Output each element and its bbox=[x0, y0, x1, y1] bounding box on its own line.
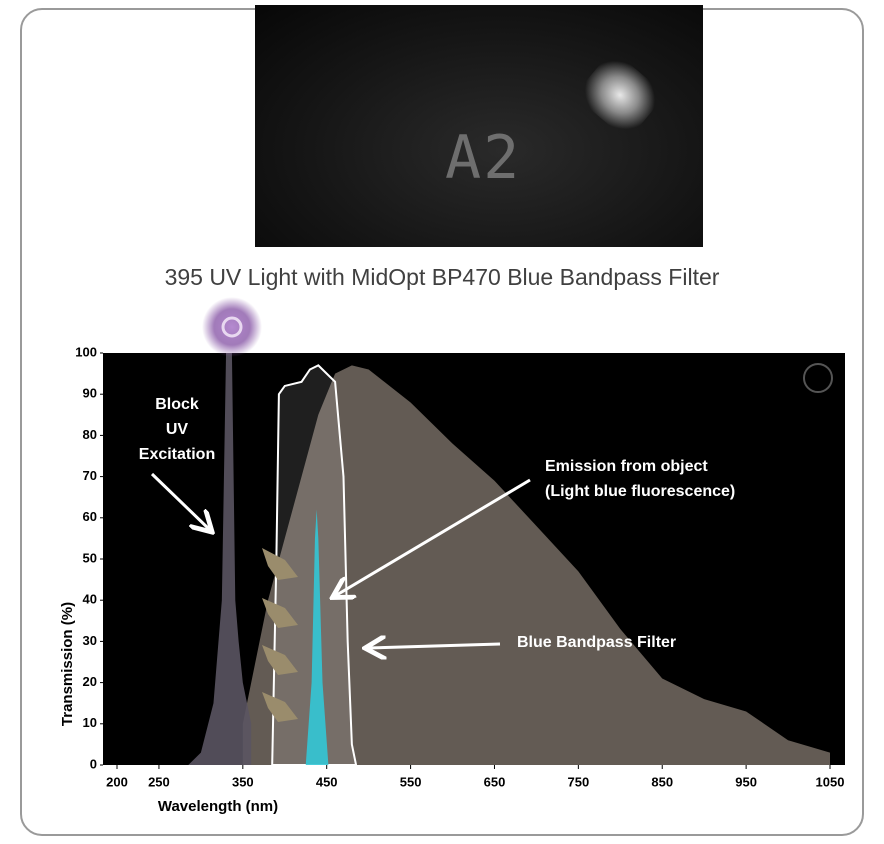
y-tick-label: 80 bbox=[83, 427, 97, 442]
uv-glow bbox=[202, 297, 262, 357]
uv-led bbox=[221, 316, 243, 338]
annotation: Block bbox=[155, 396, 199, 413]
x-tick-label: 450 bbox=[316, 774, 338, 789]
photo-label: A2 bbox=[445, 123, 522, 193]
pointer bbox=[335, 478, 531, 596]
y-tick-label: 90 bbox=[83, 386, 97, 401]
annotation: Emission from object bbox=[545, 458, 708, 475]
y-tick-label: 30 bbox=[83, 633, 97, 648]
area bbox=[271, 364, 358, 766]
x-tick-label: 550 bbox=[400, 774, 422, 789]
logo bbox=[803, 363, 833, 393]
annotation: (Light blue fluorescence) bbox=[545, 483, 735, 500]
x-tick-label: 200 bbox=[106, 774, 128, 789]
x-tick-label: 950 bbox=[735, 774, 757, 789]
area bbox=[242, 365, 830, 765]
arrows bbox=[262, 548, 298, 722]
x-tick-label: 1050 bbox=[816, 774, 845, 789]
pointer bbox=[150, 472, 210, 530]
x-axis-title: Wavelength (nm) bbox=[158, 798, 278, 815]
annotation: Excitation bbox=[139, 446, 215, 463]
area bbox=[188, 353, 252, 765]
y-tick-label: 0 bbox=[90, 756, 97, 771]
x-tick-label: 750 bbox=[568, 774, 590, 789]
y-tick-label: 100 bbox=[75, 344, 97, 359]
x-tick-label: 650 bbox=[484, 774, 506, 789]
area bbox=[305, 509, 329, 765]
x-tick-label: 250 bbox=[148, 774, 170, 789]
y-tick-label: 50 bbox=[83, 550, 97, 565]
annotation: UV bbox=[166, 421, 189, 438]
caption: 395 UV Light with MidOpt BP470 Blue Band… bbox=[164, 264, 720, 290]
photo: A2 bbox=[255, 5, 703, 247]
pointer bbox=[368, 644, 501, 648]
x-tick-label: 350 bbox=[232, 774, 254, 789]
x-tick-label: 850 bbox=[651, 774, 673, 789]
y-tick-label: 20 bbox=[83, 674, 97, 689]
y-tick-label: 10 bbox=[83, 715, 97, 730]
y-tick-label: 40 bbox=[83, 592, 97, 607]
y-axis-title: Transmission (%) bbox=[59, 602, 76, 726]
y-tick-label: 60 bbox=[83, 509, 97, 524]
annotation: Blue Bandpass Filter bbox=[517, 634, 676, 651]
y-tick-label: 70 bbox=[83, 468, 97, 483]
